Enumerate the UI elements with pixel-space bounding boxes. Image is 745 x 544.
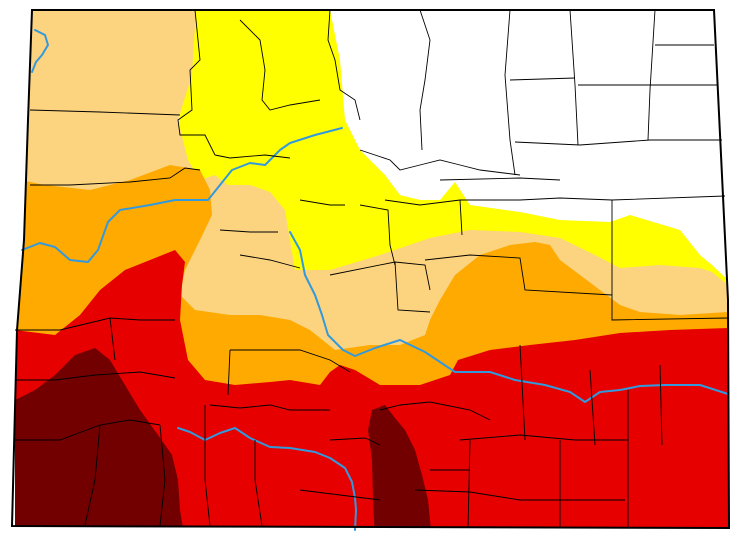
county-boundary [299, 199, 345, 206]
county-boundary [84, 424, 101, 526]
zone-d0-abnormally-dry [175, 10, 728, 330]
county-boundary [439, 177, 561, 181]
zone-d4-exceptional-south [368, 405, 432, 528]
river-yampa [31, 29, 49, 73]
county-boundary [239, 19, 321, 111]
county-boundary [414, 489, 625, 501]
county-boundary [254, 440, 263, 527]
county-boundary [424, 254, 613, 296]
county-boundary [459, 199, 463, 236]
county-boundary [379, 401, 491, 421]
county-boundary [239, 254, 301, 269]
county-boundary [299, 489, 381, 501]
county-boundary [209, 404, 330, 411]
river-rio-grande [177, 427, 357, 531]
county-boundary [359, 149, 521, 176]
county-boundary [159, 424, 166, 527]
county-boundary [647, 9, 656, 141]
county-boundary [659, 364, 663, 446]
county-boundary [177, 9, 216, 156]
county-boundary [394, 261, 431, 313]
county-boundary [514, 139, 722, 146]
county-boundary [30, 167, 201, 186]
county-boundary [29, 109, 181, 116]
county-boundary [327, 9, 361, 121]
river-colorado [21, 127, 343, 263]
county-boundary [611, 265, 729, 321]
county-boundary [509, 77, 576, 81]
county-boundary [419, 9, 431, 151]
zone-d3-extreme [15, 250, 728, 528]
county-boundary [467, 439, 471, 529]
county-boundary [589, 369, 596, 446]
county-boundary [227, 349, 231, 396]
county-boundary [329, 437, 381, 446]
county-boundary [459, 434, 628, 441]
state-outline [10, 9, 731, 530]
county-boundary [204, 405, 211, 527]
county-boundary [230, 349, 351, 373]
county-boundary [329, 261, 431, 291]
county-boundaries [15, 9, 729, 529]
rivers [21, 29, 729, 531]
zone-d4-exceptional-southwest [15, 348, 185, 528]
county-boundary [519, 344, 526, 441]
county-boundary [504, 9, 516, 176]
county-boundary [219, 229, 278, 233]
river-arkansas [289, 231, 729, 403]
county-boundary [15, 371, 176, 381]
county-boundary [569, 9, 579, 146]
county-boundary [359, 204, 396, 266]
county-boundary [109, 317, 116, 361]
county-boundary [214, 154, 291, 159]
